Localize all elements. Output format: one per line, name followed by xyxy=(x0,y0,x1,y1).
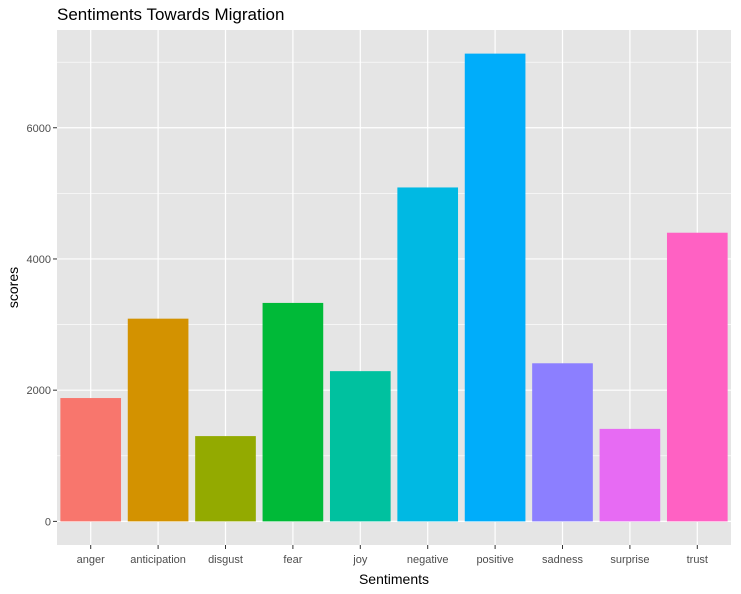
bar-fear xyxy=(262,302,324,522)
bar-disgust xyxy=(195,436,256,522)
y-axis-title: scores xyxy=(5,267,21,308)
bar-sadness xyxy=(532,363,593,522)
y-tick-label: 6000 xyxy=(27,123,51,135)
x-tick-label: joy xyxy=(352,554,368,566)
x-tick-label: disgust xyxy=(208,554,243,566)
x-tick-label: negative xyxy=(407,554,449,566)
y-tick-label: 4000 xyxy=(27,254,51,266)
bars-layer xyxy=(60,53,728,522)
x-axis-title: Sentiments xyxy=(359,571,429,587)
chart-title: Sentiments Towards Migration xyxy=(57,5,285,24)
bar-joy xyxy=(329,371,391,522)
x-tick-label: anger xyxy=(77,554,105,566)
bar-anger xyxy=(60,398,122,522)
x-tick-label: fear xyxy=(283,554,302,566)
y-tick-label: 0 xyxy=(45,516,51,528)
x-tick-label: surprise xyxy=(610,554,649,566)
bar-positive xyxy=(464,53,526,522)
x-tick-label: trust xyxy=(687,554,708,566)
bar-negative xyxy=(397,187,459,522)
bar-surprise xyxy=(599,428,661,522)
x-tick-label: positive xyxy=(476,554,513,566)
axis-layer: 0 2000 4000 6000 anger anticipation disgust fea… xyxy=(27,123,708,566)
x-tick-label: sadness xyxy=(542,554,583,566)
x-tick-label: anticipation xyxy=(130,554,186,566)
bar-trust xyxy=(666,232,728,522)
bar-anticipation xyxy=(127,318,189,522)
y-tick-label: 2000 xyxy=(27,385,51,397)
